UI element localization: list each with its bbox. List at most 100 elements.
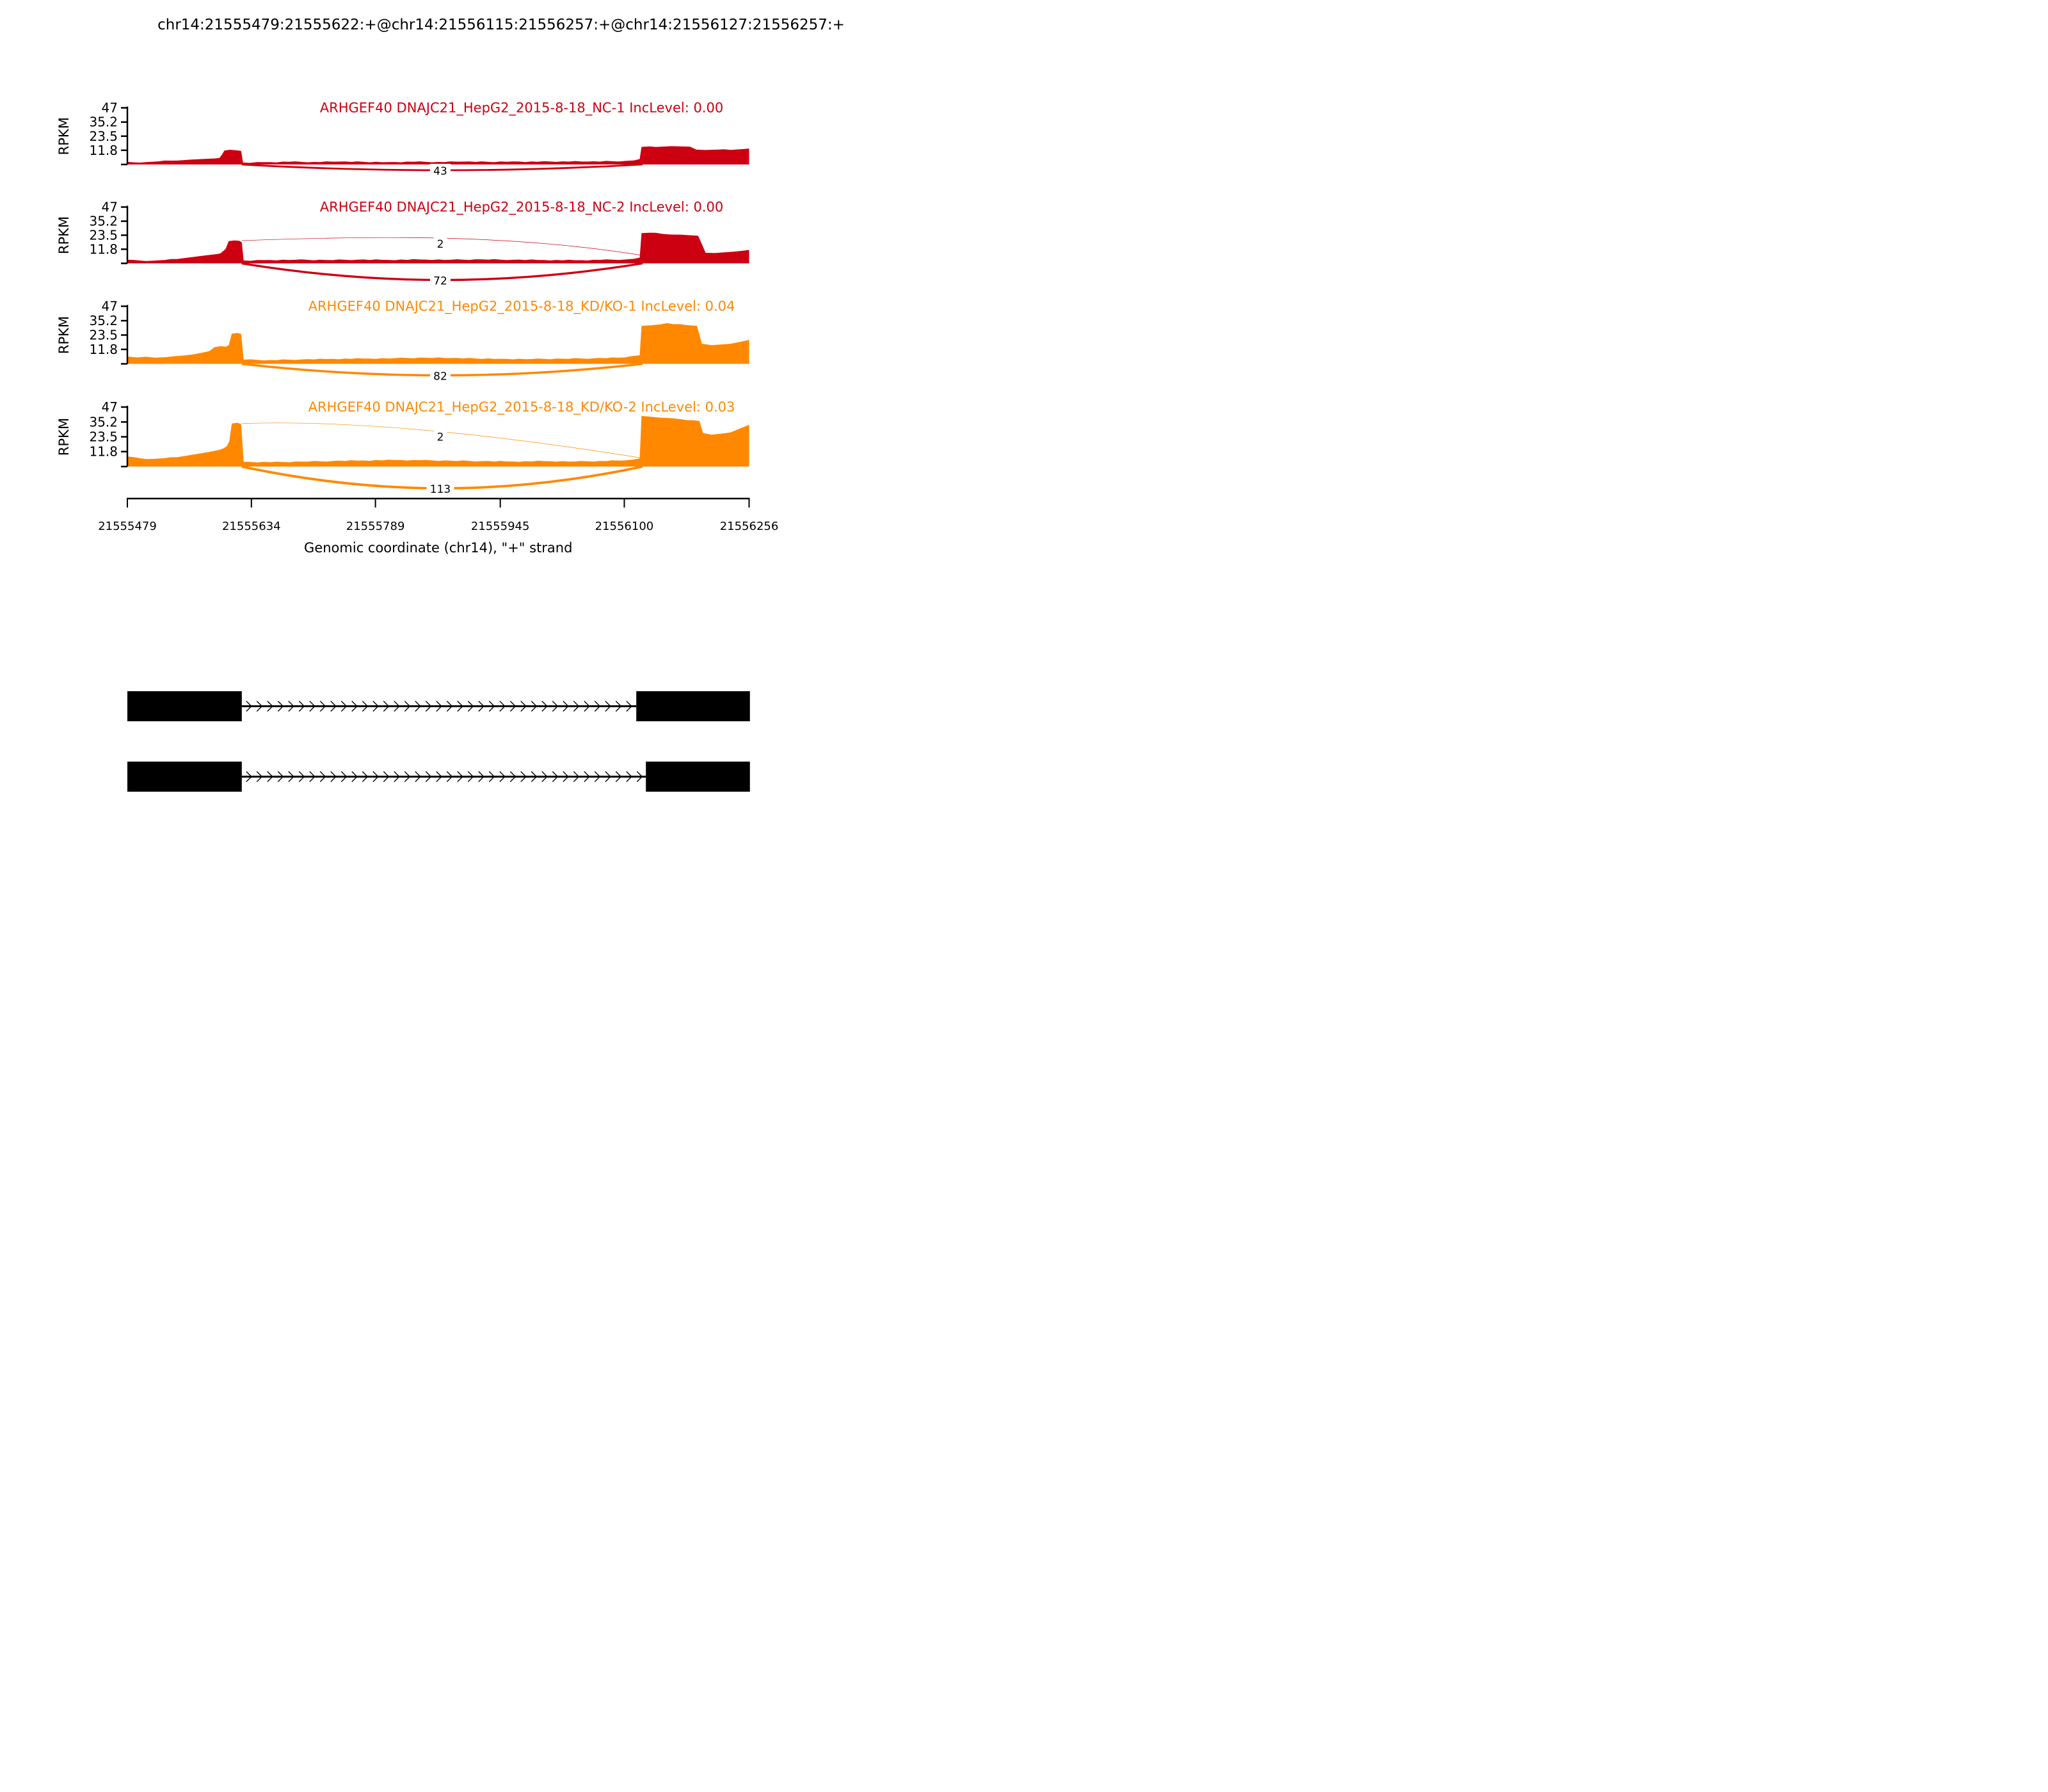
strand-arrow-icon: [309, 701, 316, 712]
coverage-area: [127, 232, 749, 264]
strand-arrow-icon: [383, 771, 390, 782]
strand-arrow-icon: [499, 771, 506, 782]
strand-arrow-icon: [457, 701, 463, 712]
strand-arrow-icon: [394, 701, 400, 712]
strand-arrow-icon: [372, 701, 379, 712]
strand-arrow-icon: [615, 771, 622, 782]
y-tick-label: 23.5: [89, 129, 118, 144]
junction-count-label: 72: [433, 275, 447, 288]
strand-arrow-icon: [446, 701, 453, 712]
coverage-area: [127, 146, 749, 164]
plot-title: chr14:21555479:21555622:+@chr14:21556115…: [157, 17, 845, 33]
strand-arrow-icon: [319, 771, 326, 782]
track-title: ARHGEF40 DNAJC21_HepG2_2015-8-18_NC-1 In…: [320, 100, 723, 116]
y-tick-label: 11.8: [89, 342, 118, 357]
strand-arrow-icon: [478, 701, 484, 712]
x-axis-title: Genomic coordinate (chr14), "+" strand: [304, 540, 572, 556]
isoform-exon: [127, 691, 242, 721]
coverage-area: [127, 415, 749, 467]
y-tick-label: 47: [102, 100, 118, 116]
strand-arrow-icon: [636, 771, 643, 782]
strand-arrow-icon: [509, 701, 516, 712]
strand-arrow-icon: [319, 701, 326, 712]
strand-arrow-icon: [605, 701, 611, 712]
strand-arrow-icon: [594, 771, 601, 782]
junction-count-label: 43: [433, 165, 447, 178]
strand-arrow-icon: [552, 701, 559, 712]
x-axis: [127, 497, 750, 508]
strand-arrow-icon: [541, 701, 548, 712]
strand-arrow-icon: [605, 771, 611, 782]
x-tick-label: 21556100: [595, 520, 654, 533]
x-tick-label: 21555945: [471, 520, 530, 533]
strand-arrow-icon: [330, 701, 337, 712]
y-tick-label: 23.5: [89, 328, 118, 343]
strand-arrow-icon: [288, 701, 294, 712]
strand-arrow-icon: [330, 771, 337, 782]
y-tick-label: 35.2: [89, 115, 118, 130]
y-tick-label: 35.2: [89, 214, 118, 229]
isoform-exon: [646, 762, 750, 792]
junction-count-bbox: [426, 482, 454, 496]
strand-arrow-icon: [277, 771, 284, 782]
strand-arrow-icon: [499, 701, 506, 712]
junction-count-bbox: [430, 164, 451, 178]
strand-arrow-icon: [340, 701, 348, 712]
junction-count-bbox: [430, 273, 451, 288]
strand-arrow-icon: [277, 701, 284, 712]
strand-arrow-icon: [267, 701, 273, 712]
strand-arrow-icon: [394, 771, 400, 782]
isoform-exon: [127, 762, 242, 792]
junction-count-label: 113: [430, 483, 451, 496]
coverage-track-3: [121, 305, 749, 383]
junction-count-label: 2: [437, 238, 444, 251]
y-tick-label: 35.2: [89, 313, 118, 328]
strand-arrow-icon: [267, 771, 273, 782]
y-tick-label: 23.5: [89, 429, 118, 445]
junction-count-label: 2: [437, 431, 444, 444]
strand-arrow-icon: [246, 701, 252, 712]
x-tick-label: 21555789: [346, 520, 405, 533]
track-title: ARHGEF40 DNAJC21_HepG2_2015-8-18_KD/KO-1…: [308, 299, 735, 315]
track-title: ARHGEF40 DNAJC21_HepG2_2015-8-18_NC-2 In…: [320, 200, 723, 216]
strand-arrow-icon: [362, 701, 369, 712]
strand-arrow-icon: [626, 701, 632, 712]
strand-arrow-icon: [351, 771, 358, 782]
y-tick-label: 23.5: [89, 228, 118, 243]
strand-arrow-icon: [309, 771, 316, 782]
coverage-track-2: [121, 205, 749, 288]
y-tick-label: 11.8: [89, 241, 118, 257]
strand-arrow-icon: [626, 771, 632, 782]
strand-arrow-icon: [340, 771, 348, 782]
strand-arrow-icon: [298, 701, 305, 712]
y-axis-label: RPKM: [56, 117, 72, 155]
strand-arrow-icon: [288, 771, 294, 782]
strand-arrow-icon: [298, 771, 305, 782]
strand-arrow-icon: [415, 701, 421, 712]
strand-arrow-icon: [615, 701, 622, 712]
strand-arrow-icon: [404, 701, 411, 712]
x-tick-label: 21555479: [98, 520, 157, 533]
coverage-track-4: [121, 406, 749, 496]
strand-arrow-icon: [246, 771, 252, 782]
strand-arrow-icon: [531, 701, 538, 712]
junction-arc-above: [241, 237, 641, 255]
isoform-model-1: [127, 691, 750, 721]
y-axis-label: RPKM: [56, 418, 72, 456]
strand-arrow-icon: [478, 771, 484, 782]
strand-arrow-icon: [362, 771, 369, 782]
strand-arrow-icon: [415, 771, 421, 782]
strand-arrow-icon: [383, 701, 390, 712]
y-tick-label: 47: [102, 200, 118, 215]
strand-arrow-icon: [351, 701, 358, 712]
strand-arrow-icon: [563, 771, 569, 782]
strand-arrow-icon: [436, 701, 442, 712]
junction-count-label: 82: [433, 371, 447, 383]
strand-arrow-icon: [509, 771, 516, 782]
strand-arrow-icon: [552, 771, 559, 782]
strand-arrow-icon: [594, 701, 601, 712]
strand-arrow-icon: [563, 701, 569, 712]
strand-arrow-icon: [436, 771, 442, 782]
junction-arc-above: [241, 422, 641, 458]
